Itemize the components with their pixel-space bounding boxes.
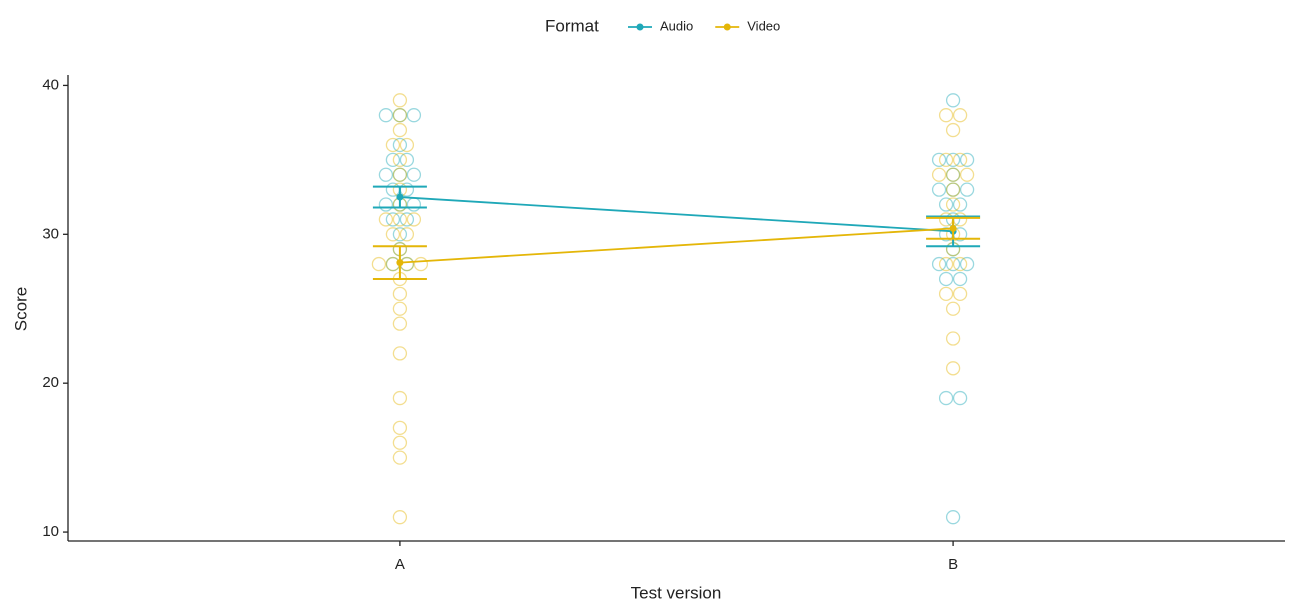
data-point (945, 182, 961, 197)
data-point (945, 182, 961, 197)
data-point (945, 167, 961, 182)
data-point (392, 450, 408, 465)
data-point (406, 167, 422, 182)
data-point (945, 361, 961, 376)
data-point (952, 197, 968, 212)
data-point (945, 331, 961, 346)
y-axis-label: Score (11, 287, 30, 331)
data-point (945, 301, 961, 316)
data-point (406, 212, 422, 227)
data-point (392, 227, 408, 242)
data-point (399, 152, 415, 168)
mean-line (399, 196, 954, 233)
data-point (385, 212, 401, 227)
mean-point (949, 224, 957, 232)
data-point (392, 167, 408, 182)
data-point (392, 137, 408, 153)
data-point (938, 108, 954, 123)
data-point (952, 152, 968, 168)
legend-label: Audio (660, 18, 693, 33)
x-tick-label: A (395, 556, 405, 573)
data-point (392, 93, 408, 108)
data-point (938, 152, 954, 168)
data-point (392, 122, 408, 138)
data-point (378, 197, 394, 212)
x-tick-label: B (948, 556, 958, 573)
data-point (399, 227, 415, 242)
data-point (952, 256, 968, 272)
data-point (931, 152, 947, 168)
data-point (385, 227, 401, 242)
mean-line (399, 227, 954, 264)
data-point (931, 256, 947, 272)
data-point (378, 212, 394, 227)
data-point (945, 256, 961, 272)
data-point (945, 510, 961, 525)
data-point (938, 271, 954, 287)
data-point (959, 167, 975, 182)
data-point (938, 256, 954, 272)
data-point (392, 286, 408, 302)
data-point (945, 167, 961, 182)
data-point (392, 316, 408, 331)
data-point (938, 390, 954, 406)
y-tick-label: 20 (42, 374, 59, 391)
data-point (378, 167, 394, 182)
data-point (931, 182, 947, 197)
data-point (392, 420, 408, 435)
data-point (385, 152, 401, 168)
legend-marker (636, 23, 644, 31)
data-point (406, 108, 422, 123)
data-point (392, 301, 408, 316)
data-point (392, 390, 408, 406)
data-point (399, 212, 415, 227)
data-point (952, 271, 968, 287)
data-point (392, 108, 408, 123)
data-point (392, 346, 408, 361)
data-point (406, 197, 422, 212)
data-point (945, 197, 961, 212)
data-point (371, 256, 387, 272)
legend-marker (723, 23, 731, 31)
data-point (938, 197, 954, 212)
data-point (952, 390, 968, 406)
data-point (945, 152, 961, 168)
y-tick-label: 10 (42, 523, 59, 540)
data-point (952, 286, 968, 302)
data-point (959, 152, 975, 168)
data-point (938, 286, 954, 302)
data-point (959, 256, 975, 272)
mean-point (396, 193, 404, 201)
data-point (378, 108, 394, 123)
data-point (945, 122, 961, 138)
data-point (413, 256, 429, 272)
x-axis-label: Test version (631, 583, 722, 602)
data-point (931, 167, 947, 182)
y-tick-label: 40 (42, 76, 59, 93)
legend-title: Format (545, 16, 599, 35)
legend-label: Video (747, 18, 780, 33)
data-point (392, 167, 408, 182)
data-point (959, 182, 975, 197)
data-point (392, 108, 408, 123)
data-point (392, 152, 408, 168)
data-point (952, 108, 968, 123)
mean-point (396, 259, 404, 267)
data-point (399, 137, 415, 153)
y-tick-label: 30 (42, 225, 59, 242)
data-point (945, 93, 961, 108)
data-point (392, 510, 408, 525)
data-point (392, 212, 408, 227)
data-point (385, 137, 401, 153)
data-point (392, 435, 408, 450)
